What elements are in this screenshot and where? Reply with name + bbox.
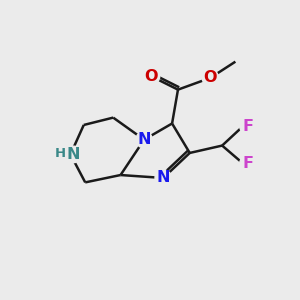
Circle shape xyxy=(143,68,160,85)
Text: O: O xyxy=(145,69,158,84)
Text: H: H xyxy=(55,147,66,160)
Text: F: F xyxy=(243,119,254,134)
Text: N: N xyxy=(157,170,170,185)
Circle shape xyxy=(136,131,152,148)
Text: O: O xyxy=(204,70,217,86)
Circle shape xyxy=(65,146,82,163)
Circle shape xyxy=(240,118,256,135)
Text: N: N xyxy=(67,147,80,162)
Circle shape xyxy=(155,170,172,186)
Circle shape xyxy=(240,155,256,172)
Text: F: F xyxy=(243,156,254,171)
Circle shape xyxy=(202,70,219,86)
Text: N: N xyxy=(137,132,151,147)
